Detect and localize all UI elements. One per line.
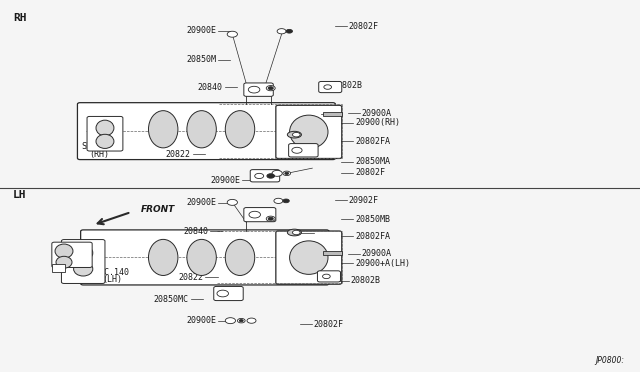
Text: (LH): (LH)	[102, 275, 122, 284]
FancyBboxPatch shape	[61, 240, 105, 283]
Circle shape	[292, 147, 302, 153]
Circle shape	[268, 87, 273, 90]
Circle shape	[292, 132, 300, 137]
FancyBboxPatch shape	[319, 81, 342, 93]
Text: 20802FA: 20802FA	[355, 137, 390, 146]
FancyBboxPatch shape	[289, 144, 318, 157]
FancyBboxPatch shape	[87, 116, 123, 151]
Ellipse shape	[148, 111, 178, 148]
Circle shape	[247, 318, 256, 323]
FancyBboxPatch shape	[276, 231, 342, 284]
FancyBboxPatch shape	[244, 208, 276, 222]
Ellipse shape	[55, 244, 73, 258]
Ellipse shape	[96, 120, 114, 136]
Text: 20802F: 20802F	[314, 320, 344, 329]
Ellipse shape	[287, 131, 301, 138]
Circle shape	[286, 29, 292, 33]
Text: 20802B: 20802B	[333, 81, 363, 90]
Text: 20802F: 20802F	[355, 169, 385, 177]
Circle shape	[249, 211, 260, 218]
Bar	[323, 251, 342, 255]
Text: 20900E: 20900E	[186, 198, 216, 207]
Circle shape	[239, 320, 243, 322]
Circle shape	[255, 173, 264, 179]
Text: JP0800:: JP0800:	[595, 356, 624, 365]
FancyBboxPatch shape	[214, 286, 243, 301]
Text: 20900(RH): 20900(RH)	[355, 118, 400, 127]
Text: 20900E: 20900E	[186, 26, 216, 35]
Ellipse shape	[148, 240, 178, 275]
Circle shape	[292, 230, 300, 235]
Text: RH: RH	[13, 13, 26, 23]
Circle shape	[285, 172, 289, 174]
Text: 20850MC: 20850MC	[154, 295, 189, 304]
Text: 20900A: 20900A	[362, 249, 392, 258]
Ellipse shape	[290, 241, 328, 275]
Ellipse shape	[96, 134, 114, 148]
Text: FRONT: FRONT	[141, 205, 175, 214]
Ellipse shape	[225, 240, 255, 275]
FancyBboxPatch shape	[77, 103, 335, 160]
Text: 20850MA: 20850MA	[355, 157, 390, 166]
Text: 20822: 20822	[166, 150, 191, 159]
Circle shape	[274, 198, 283, 203]
Ellipse shape	[74, 245, 93, 261]
FancyBboxPatch shape	[276, 105, 342, 158]
Circle shape	[266, 86, 275, 91]
Ellipse shape	[225, 111, 255, 148]
Bar	[52, 264, 65, 272]
Text: 20822: 20822	[179, 273, 204, 282]
Circle shape	[266, 216, 275, 221]
Circle shape	[248, 86, 260, 93]
Circle shape	[217, 290, 228, 297]
Ellipse shape	[56, 256, 72, 268]
Circle shape	[283, 199, 289, 203]
Circle shape	[324, 85, 332, 89]
Text: LH: LH	[13, 190, 26, 200]
Bar	[323, 112, 342, 116]
Circle shape	[225, 318, 236, 324]
FancyBboxPatch shape	[244, 83, 273, 96]
Text: 20802B: 20802B	[351, 276, 381, 285]
Text: 20840: 20840	[198, 83, 223, 92]
Text: 20802FA: 20802FA	[355, 232, 390, 241]
Ellipse shape	[187, 111, 216, 148]
FancyBboxPatch shape	[81, 230, 329, 285]
Text: 20802F: 20802F	[349, 22, 379, 31]
Text: 20850M: 20850M	[186, 55, 216, 64]
Text: (RH): (RH)	[89, 150, 109, 159]
Circle shape	[283, 171, 291, 176]
Text: 20850MB: 20850MB	[355, 215, 390, 224]
Text: 20840: 20840	[183, 227, 208, 236]
Circle shape	[277, 29, 286, 34]
Circle shape	[267, 174, 275, 178]
Text: 20900E: 20900E	[210, 176, 240, 185]
Text: 20902F: 20902F	[349, 196, 379, 205]
Text: 20900E: 20900E	[186, 316, 216, 325]
Circle shape	[268, 217, 273, 220]
Ellipse shape	[187, 240, 216, 275]
FancyBboxPatch shape	[317, 271, 340, 282]
Text: 20900+A(LH): 20900+A(LH)	[355, 259, 410, 267]
Ellipse shape	[290, 115, 328, 149]
Circle shape	[227, 31, 237, 37]
Text: SEC.140: SEC.140	[95, 268, 129, 277]
Text: SEC.140: SEC.140	[82, 142, 116, 151]
Text: 20900A: 20900A	[362, 109, 392, 118]
Circle shape	[227, 199, 237, 205]
Circle shape	[237, 318, 245, 323]
FancyBboxPatch shape	[250, 170, 280, 182]
Ellipse shape	[74, 262, 93, 276]
Circle shape	[272, 170, 282, 176]
FancyBboxPatch shape	[52, 242, 92, 267]
Circle shape	[323, 274, 330, 279]
Ellipse shape	[287, 229, 301, 236]
